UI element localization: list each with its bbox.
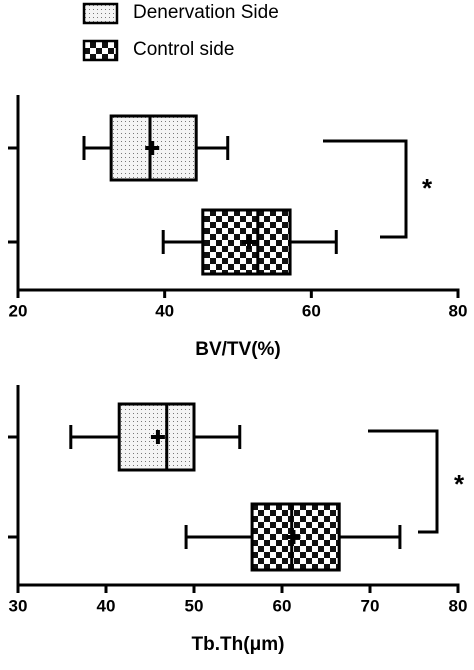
significance-bracket xyxy=(368,429,439,534)
legend-swatch xyxy=(82,2,119,25)
x-tick-label: 30 xyxy=(9,596,28,615)
x-tick-label: 60 xyxy=(273,596,292,615)
legend-swatch xyxy=(82,39,119,62)
x-tick-label: 20 xyxy=(9,301,28,320)
x-tick-label: 80 xyxy=(449,301,468,320)
mean-marker xyxy=(150,430,165,444)
x-tick-label: 40 xyxy=(97,596,116,615)
x-tick-label: 80 xyxy=(449,596,468,615)
x-tick-label: 70 xyxy=(361,596,380,615)
x-tick-label: 50 xyxy=(185,596,204,615)
annotation: * xyxy=(422,173,433,203)
mean-marker xyxy=(242,235,256,249)
x-axis-label: Tb.Th(μm) xyxy=(192,634,285,655)
x-tick-label: 40 xyxy=(155,301,174,320)
x-axis-label: BV/TV(%) xyxy=(195,339,281,360)
mean-marker xyxy=(286,530,301,544)
annotation: * xyxy=(454,469,465,499)
legend-label: Denervation Side xyxy=(133,2,279,23)
significance-bracket xyxy=(323,139,408,239)
mean-marker xyxy=(145,141,160,155)
legend-label: Control side xyxy=(133,39,234,60)
x-tick-label: 60 xyxy=(302,301,321,320)
